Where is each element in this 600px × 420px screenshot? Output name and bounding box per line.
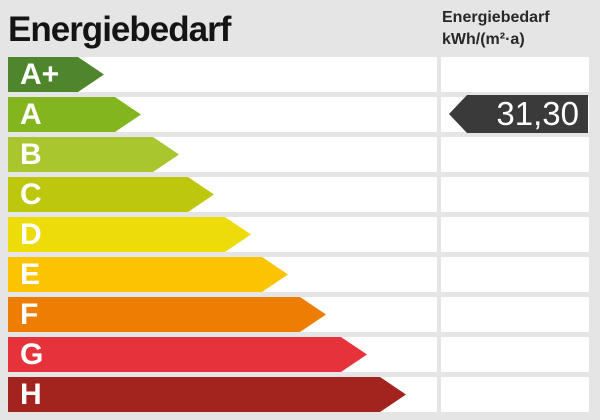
unit-label: Energiebedarf kWh/(m²·a) bbox=[442, 7, 550, 51]
value-cell bbox=[441, 377, 589, 412]
band-arrow-e: E bbox=[8, 257, 288, 292]
value-text: 31,30 bbox=[496, 95, 579, 132]
value-marker: 31,30 bbox=[449, 95, 588, 133]
band-label: B bbox=[20, 138, 42, 171]
scale-row-c: C bbox=[0, 177, 600, 212]
value-cell bbox=[441, 257, 589, 292]
page-title: Energiebedarf bbox=[8, 10, 231, 49]
scale-row-d: D bbox=[0, 217, 600, 252]
scale-row-f: F bbox=[0, 297, 600, 332]
unit-label-line2: kWh/(m²·a) bbox=[442, 31, 525, 48]
band-label: A bbox=[20, 98, 42, 131]
scale-row-e: E bbox=[0, 257, 600, 292]
band-label: D bbox=[20, 218, 42, 251]
value-cell bbox=[441, 177, 589, 212]
band-label: G bbox=[20, 338, 44, 371]
band-arrow-a: A bbox=[8, 97, 141, 132]
scale-row-b: B bbox=[0, 137, 600, 172]
band-arrow-d: D bbox=[8, 217, 251, 252]
band-label: F bbox=[20, 298, 39, 331]
scale-row-g: G bbox=[0, 337, 600, 372]
value-cell bbox=[441, 57, 589, 92]
band-label: C bbox=[20, 178, 42, 211]
value-cell bbox=[441, 337, 589, 372]
scale-row-a: A 31,30 bbox=[0, 95, 600, 133]
unit-label-line1: Energiebedarf bbox=[442, 9, 550, 26]
value-cell bbox=[441, 137, 589, 172]
band-arrow-h: H bbox=[8, 377, 406, 412]
scale-row-h: H bbox=[0, 377, 600, 412]
band-label: E bbox=[20, 258, 41, 291]
value-cell bbox=[441, 217, 589, 252]
band-arrow-g: G bbox=[8, 337, 367, 372]
band-arrow-c: C bbox=[8, 177, 214, 212]
band-label: A+ bbox=[20, 58, 60, 91]
band-label: H bbox=[20, 378, 42, 411]
band-arrow-b: B bbox=[8, 137, 179, 172]
band-arrow-f: F bbox=[8, 297, 326, 332]
scale-row-a+: A+ bbox=[0, 57, 600, 92]
value-cell bbox=[441, 297, 589, 332]
